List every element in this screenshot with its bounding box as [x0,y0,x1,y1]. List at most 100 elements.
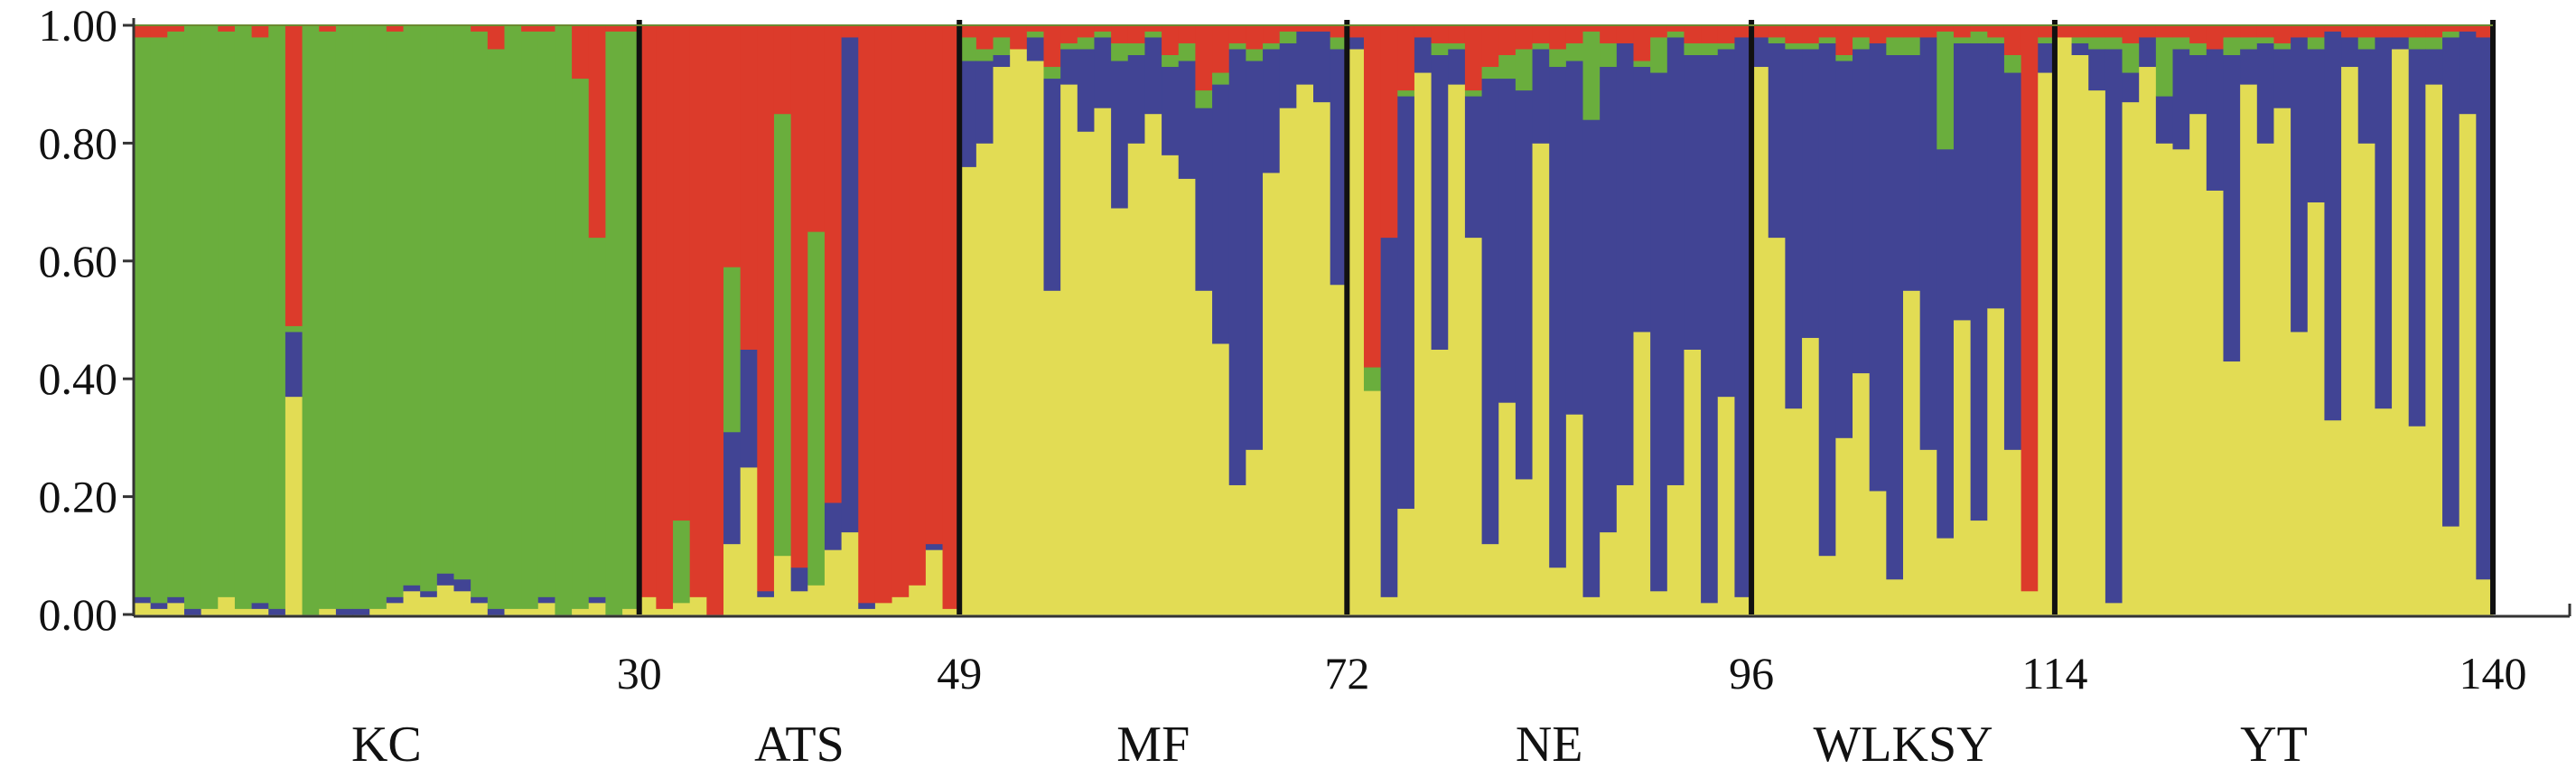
bar-segment [1903,290,1921,615]
y-tick-label: 0.80 [39,117,118,168]
bar-segment [1565,25,1584,43]
bar-segment [2341,37,2359,68]
bar-segment [201,608,219,615]
bar-segment [1481,543,1499,615]
individual-bar [218,25,236,615]
bar-segment [2206,25,2225,50]
bar-segment [1953,42,1972,321]
bar-segment [1296,84,1314,615]
bar-segment [1246,49,1264,61]
bar-segment [1162,66,1180,155]
individual-bar [1448,25,1466,615]
bar-segment [504,608,522,615]
bar-segment [1144,113,1162,615]
bar-segment [588,602,606,615]
individual-bar [942,25,960,615]
bar-segment [1077,49,1096,132]
bar-segment [1515,25,1534,50]
bar-segment [1717,396,1736,615]
bar-segment [1987,25,2005,38]
bar-segment [2054,25,2073,38]
bar-segment [2408,37,2426,50]
individual-bar [183,25,202,615]
bar-segment [1431,349,1449,615]
individual-bar [2459,25,2477,615]
bar-segment [183,25,202,609]
bar-segment [436,25,455,574]
bar-segment [2408,25,2426,38]
bar-segment [1077,25,1096,38]
individual-bar [1431,25,1449,615]
individual-bar [1296,25,1314,615]
bar-segment [1869,25,1887,43]
bar-segment [218,31,236,597]
bar-segment [1600,66,1618,533]
bar-segment [909,585,927,615]
bar-segment [2307,49,2326,202]
individual-bar [1397,25,1415,615]
bar-segment [1684,25,1702,43]
bar-segment [2307,37,2326,50]
bar-segment [1886,54,1904,580]
individual-bar [1785,25,1803,615]
individual-bar [2071,25,2089,615]
bar-segment [1953,320,1972,615]
individual-bar [2206,25,2225,615]
bar-segment [1853,49,1871,374]
individual-bar [1835,25,1853,615]
individual-bar [453,25,471,615]
bar-segment [1616,484,1635,615]
bar-segment [1228,25,1246,43]
individual-bar [572,25,590,615]
bar-segment [251,602,269,609]
bar-segment [1498,54,1517,80]
individual-bar [420,25,438,615]
bar-segment [1380,237,1398,597]
bar-segment [1919,449,1937,615]
individual-bar [2189,25,2207,615]
bar-segment [1010,49,1028,615]
bar-segment [807,25,826,232]
bar-segment [1785,408,1803,615]
bar-segment [1515,89,1534,480]
bar-segment [673,520,691,604]
bar-segment [2223,25,2241,38]
individual-bar [2357,25,2375,615]
bar-segment [1919,25,1937,38]
population-dividers [636,20,2496,614]
bar-segment [773,555,792,615]
bar-segment [1263,42,1281,50]
individual-bar [251,25,269,615]
bar-segment [2357,49,2375,144]
bar-segment [1582,31,1601,120]
bar-segment [993,25,1011,38]
bar-segment [487,25,506,50]
bar-segment [555,25,573,615]
bar-segment [1111,25,1129,43]
bar-segment [1650,590,1668,615]
bar-segment [1785,25,1803,43]
bar-segment [1853,372,1871,615]
bar-segment [335,25,354,609]
individual-bar [1701,25,1719,615]
individual-bar [807,25,826,615]
individual-bar [622,25,640,615]
bar-segment [1448,42,1466,50]
bar-segment [167,602,185,615]
bar-segment [1734,25,1752,38]
individual-bar [234,25,253,615]
bar-segment [386,31,405,597]
bar-segment [521,31,539,609]
bar-segment [639,25,657,597]
bar-segment [1178,42,1196,61]
bar-segment [1380,25,1398,239]
bar-segment [925,543,944,550]
bar-segment [2240,49,2258,85]
bar-segment [1650,37,1668,73]
bar-segment [605,31,623,615]
bar-segment [2071,42,2089,55]
bar-segment [2206,190,2225,615]
bar-segment [2088,49,2106,91]
bar-segment [436,573,455,586]
individual-bar [1263,25,1281,615]
